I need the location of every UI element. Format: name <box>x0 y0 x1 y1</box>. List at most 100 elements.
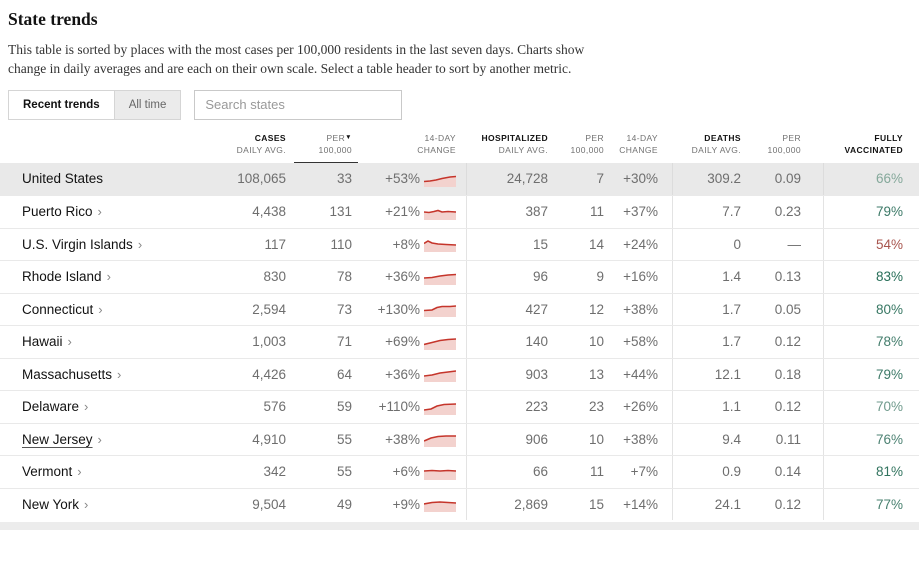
deaths-daily-avg: 12.1 <box>672 358 741 391</box>
trend-sparkline <box>420 431 466 448</box>
state-trends-table: CASES DAILY AVG. PER▼ 100,000 14-DAY CHA… <box>0 133 919 531</box>
deaths-daily-avg: 1.4 <box>672 261 741 293</box>
cases-per-100k: 59 <box>336 399 352 415</box>
state-name[interactable]: Delaware › <box>22 399 89 415</box>
hospitalized-14day-change: +14% <box>623 496 658 512</box>
table-row[interactable]: Hawaii › 1,003 71 +69% 140 10 +58% 1.7 0.… <box>0 325 919 358</box>
hospitalized-14day-change: +37% <box>623 204 658 220</box>
deaths-per-100k: 0.13 <box>774 269 801 285</box>
page-title: State trends <box>8 9 98 29</box>
header-cases-per-100k[interactable]: PER▼ 100,000 <box>292 133 358 163</box>
fully-vaccinated-pct: 77% <box>823 488 919 521</box>
state-name[interactable]: Hawaii › <box>22 334 72 350</box>
hospitalized-daily-avg: 387 <box>466 196 548 228</box>
cases-14day-change: +69% <box>385 334 420 350</box>
cases-daily-avg: 4,426 <box>252 366 286 382</box>
fully-vaccinated-pct: 76% <box>823 423 919 456</box>
table-row[interactable]: Massachusetts › 4,426 64 +36% 903 13 +44%… <box>0 357 919 391</box>
table-row[interactable]: New York › 9,504 49 +9% 2,869 15 +14% 24.… <box>0 487 919 521</box>
cases-14day-change: +38% <box>385 431 420 447</box>
table-row[interactable]: New Jersey › 4,910 55 +38% 906 10 +38% 9.… <box>0 422 919 456</box>
hospitalized-per-100k: 10 <box>588 431 604 447</box>
hospitalized-14day-change: +44% <box>623 366 658 382</box>
time-toggle-group: Recent trends All time <box>8 89 182 120</box>
header-deaths[interactable]: DEATHS DAILY AVG. <box>691 132 741 155</box>
state-name[interactable]: Massachusetts › <box>22 366 122 382</box>
table-row[interactable]: Connecticut › 2,594 73 +130% 427 12 +38% … <box>0 292 919 326</box>
next-row-partial <box>0 522 919 531</box>
header-deaths-per-100k[interactable]: PER 100,000 <box>767 132 801 155</box>
hospitalized-per-100k: 11 <box>589 204 604 220</box>
cases-14day-change: +36% <box>385 269 420 285</box>
cases-per-100k: 33 <box>336 171 352 187</box>
table-row[interactable]: Delaware › 576 59 +110% 223 23 +26% 1.1 0… <box>0 390 919 423</box>
state-name[interactable]: Puerto Rico › <box>22 204 102 220</box>
trend-sparkline <box>420 204 466 220</box>
deaths-daily-avg: 1.7 <box>672 293 741 326</box>
state-trends-page: State trends This table is sorted by pla… <box>0 9 919 531</box>
hospitalized-daily-avg: 906 <box>466 423 548 456</box>
hospitalized-per-100k: 15 <box>588 496 604 512</box>
hospitalized-daily-avg: 24,728 <box>466 162 548 196</box>
deaths-daily-avg: 24.1 <box>672 488 741 521</box>
chevron-right-icon: › <box>84 496 89 512</box>
chevron-right-icon: › <box>106 269 111 285</box>
table-header-row: CASES DAILY AVG. PER▼ 100,000 14-DAY CHA… <box>0 133 919 163</box>
hospitalized-per-100k: 11 <box>589 464 604 480</box>
hospitalized-daily-avg: 2,869 <box>466 488 548 521</box>
cases-14day-change: +8% <box>392 236 420 252</box>
deaths-daily-avg: 7.7 <box>672 196 741 228</box>
hospitalized-per-100k: 14 <box>588 236 604 252</box>
hospitalized-14day-change: +16% <box>623 269 658 285</box>
trend-sparkline <box>420 399 466 415</box>
fully-vaccinated-pct: 81% <box>823 456 919 488</box>
header-hospitalized-14day-change[interactable]: 14-DAY CHANGE <box>619 132 658 155</box>
cases-per-100k: 55 <box>336 431 352 447</box>
recent-trends-button[interactable]: Recent trends <box>9 90 115 119</box>
cases-per-100k: 55 <box>336 464 352 480</box>
table-description: This table is sorted by places with the … <box>8 42 585 76</box>
table-row[interactable]: United States 108,065 33 +53% 24,728 7 +… <box>0 162 919 196</box>
hospitalized-14day-change: +7% <box>630 464 658 480</box>
hospitalized-per-100k: 13 <box>588 366 604 382</box>
header-hospitalized[interactable]: HOSPITALIZED DAILY AVG. <box>481 132 548 155</box>
hospitalized-per-100k: 23 <box>588 399 604 415</box>
all-time-button[interactable]: All time <box>114 90 181 119</box>
fully-vaccinated-pct: 54% <box>823 228 919 261</box>
state-name[interactable]: United States <box>22 171 104 187</box>
trend-sparkline <box>420 366 466 383</box>
state-name[interactable]: New Jersey › <box>22 431 102 447</box>
deaths-per-100k: 0.12 <box>774 334 801 350</box>
search-input[interactable] <box>194 89 403 120</box>
state-name[interactable]: Vermont › <box>22 464 82 480</box>
chevron-right-icon: › <box>84 399 89 415</box>
state-name[interactable]: New York › <box>22 496 89 512</box>
cases-daily-avg: 830 <box>263 269 286 285</box>
fully-vaccinated-pct: 79% <box>823 358 919 391</box>
header-hospitalized-per-100k[interactable]: PER 100,000 <box>570 132 604 155</box>
table-row[interactable]: Vermont › 342 55 +6% 66 11 +7% 0.9 0.14 8… <box>0 455 919 488</box>
deaths-daily-avg: 0.9 <box>672 456 741 488</box>
chevron-right-icon: › <box>97 204 102 220</box>
table-row[interactable]: Puerto Rico › 4,438 131 +21% 387 11 +37% … <box>0 195 919 228</box>
chevron-right-icon: › <box>98 301 103 317</box>
table-row[interactable]: U.S. Virgin Islands › 117 110 +8% 15 14 +… <box>0 227 919 261</box>
cases-daily-avg: 1,003 <box>252 334 286 350</box>
chevron-right-icon: › <box>97 431 102 447</box>
table-row[interactable]: Rhode Island › 830 78 +36% 96 9 +16% 1.4 … <box>0 260 919 293</box>
cases-daily-avg: 4,438 <box>252 204 286 220</box>
cases-daily-avg: 4,910 <box>252 431 286 447</box>
cases-daily-avg: 576 <box>263 399 286 415</box>
trend-sparkline <box>420 496 466 513</box>
header-cases[interactable]: CASES DAILY AVG. <box>236 132 286 155</box>
hospitalized-daily-avg: 96 <box>466 261 548 293</box>
state-name[interactable]: Connecticut › <box>22 301 103 317</box>
header-cases-14day-change[interactable]: 14-DAY CHANGE <box>417 132 456 155</box>
state-name[interactable]: U.S. Virgin Islands › <box>22 236 143 252</box>
cases-per-100k: 64 <box>336 366 352 382</box>
deaths-per-100k: 0.12 <box>774 496 801 512</box>
header-fully-vaccinated[interactable]: FULLY VACCINATED <box>844 132 903 155</box>
state-name[interactable]: Rhode Island › <box>22 269 111 285</box>
cases-per-100k: 78 <box>336 269 352 285</box>
chevron-right-icon: › <box>117 366 122 382</box>
